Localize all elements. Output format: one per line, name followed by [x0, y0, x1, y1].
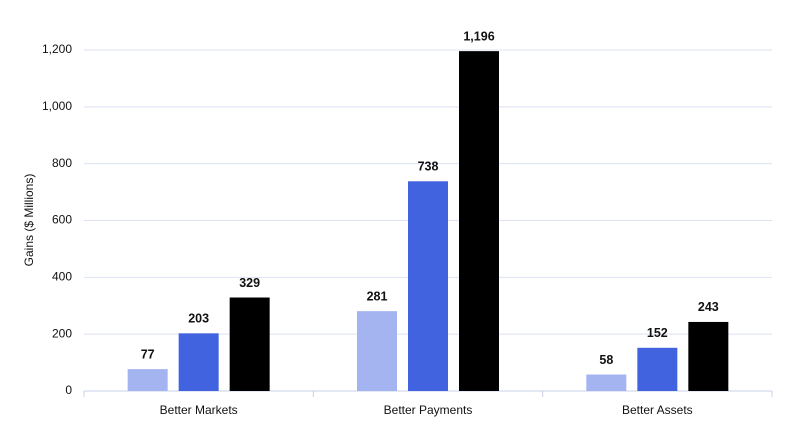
x-tick-label: Better Assets	[622, 403, 693, 417]
y-tick-label: 0	[65, 383, 72, 397]
value-label: 329	[239, 276, 260, 290]
bar	[586, 374, 627, 391]
y-tick-label: 800	[52, 156, 72, 170]
value-label: 281	[367, 289, 388, 303]
bar	[408, 181, 448, 391]
bar	[127, 369, 168, 391]
y-tick-label: 400	[52, 270, 72, 284]
value-label: 152	[647, 326, 668, 340]
value-label: 203	[188, 312, 209, 326]
value-label: 243	[698, 300, 719, 314]
y-tick-label: 600	[52, 213, 72, 227]
y-tick-label: 1,000	[42, 99, 72, 113]
value-label: 1,196	[463, 29, 494, 43]
bar	[357, 311, 397, 391]
bar	[229, 297, 270, 391]
bar	[688, 321, 729, 391]
y-axis-label: Gains ($ Millions)	[22, 174, 36, 267]
value-label: 77	[141, 347, 155, 361]
bar	[459, 51, 499, 392]
bar	[178, 333, 219, 391]
y-tick-label: 200	[52, 326, 72, 340]
y-tick-label: 1,200	[42, 42, 72, 56]
x-tick-label: Better Payments	[384, 403, 473, 417]
value-label: 58	[599, 353, 613, 367]
x-tick-label: Better Markets	[160, 403, 238, 417]
value-label: 738	[418, 160, 439, 174]
bar	[637, 347, 678, 391]
